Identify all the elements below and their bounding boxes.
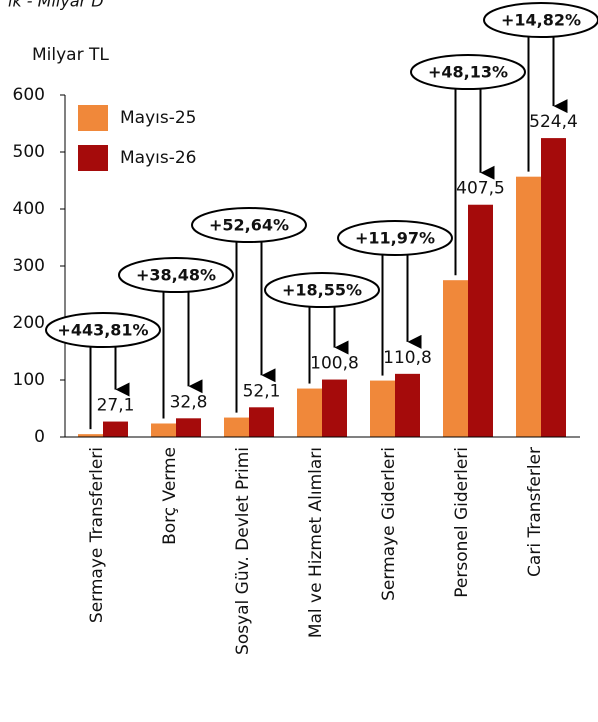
annotation-bubble	[410, 54, 526, 90]
annotation: +443,81%	[57, 321, 148, 340]
annotation-bubble	[118, 257, 234, 293]
chart-subtitle: ik - Milyar D	[8, 0, 104, 11]
annotation: +18,55%	[282, 281, 362, 300]
legend-label: Mayıs-26	[120, 148, 197, 168]
bar	[176, 418, 201, 437]
annotation: +11,97%	[355, 229, 435, 248]
y-tick-label: 600	[13, 85, 45, 105]
y-tick-label: 0	[34, 427, 45, 447]
bar	[370, 380, 395, 437]
legend-swatch	[78, 145, 108, 171]
x-tick-label: Mal ve Hizmet Alımları	[306, 447, 326, 638]
value-label: 407,5	[456, 179, 505, 199]
bar	[78, 434, 103, 437]
annotation-bubble	[483, 2, 598, 38]
bar	[443, 280, 468, 437]
x-tick-label: Personel Giderleri	[452, 447, 472, 598]
y-tick-label: 100	[13, 370, 45, 390]
bar	[249, 407, 274, 437]
annotation-bubble	[264, 272, 380, 308]
x-tick-label: Borç Verme	[160, 447, 180, 545]
bar	[541, 138, 566, 438]
bar	[103, 421, 128, 437]
x-tick-label: Cari Transferler	[525, 447, 545, 577]
bar	[224, 417, 249, 437]
value-label: 524,4	[529, 112, 578, 132]
x-tick-label: Sermaye Transferleri	[87, 447, 107, 623]
y-tick-label: 200	[13, 313, 45, 333]
x-tick-label: Sosyal Güv. Devlet Primi	[233, 447, 253, 655]
bar	[516, 176, 541, 437]
annotation-bubble	[45, 312, 161, 348]
annotation: +48,13%	[428, 63, 508, 82]
bar	[297, 388, 322, 437]
annotation: +14,82%	[501, 11, 581, 30]
y-tick-label: 400	[13, 199, 45, 219]
y-tick-label: 500	[13, 142, 45, 162]
legend-label: Mayıs-25	[120, 108, 197, 128]
value-label: 27,1	[97, 396, 135, 416]
bar	[151, 423, 176, 437]
y-axis-label: Milyar TL	[32, 45, 109, 65]
legend-swatch	[78, 105, 108, 131]
bar	[395, 373, 420, 437]
value-label: 52,1	[243, 381, 281, 401]
annotation-bubble	[337, 220, 453, 256]
x-tick-label: Sermaye Giderleri	[379, 447, 399, 601]
bar	[468, 204, 493, 437]
value-label: 32,8	[170, 392, 208, 412]
annotation: +52,64%	[209, 216, 289, 235]
bar	[322, 379, 347, 437]
annotation: +38,48%	[136, 266, 216, 285]
value-label: 110,8	[383, 348, 432, 368]
annotation-bubble	[191, 207, 307, 243]
y-tick-label: 300	[13, 256, 45, 276]
value-label: 100,8	[310, 354, 359, 374]
